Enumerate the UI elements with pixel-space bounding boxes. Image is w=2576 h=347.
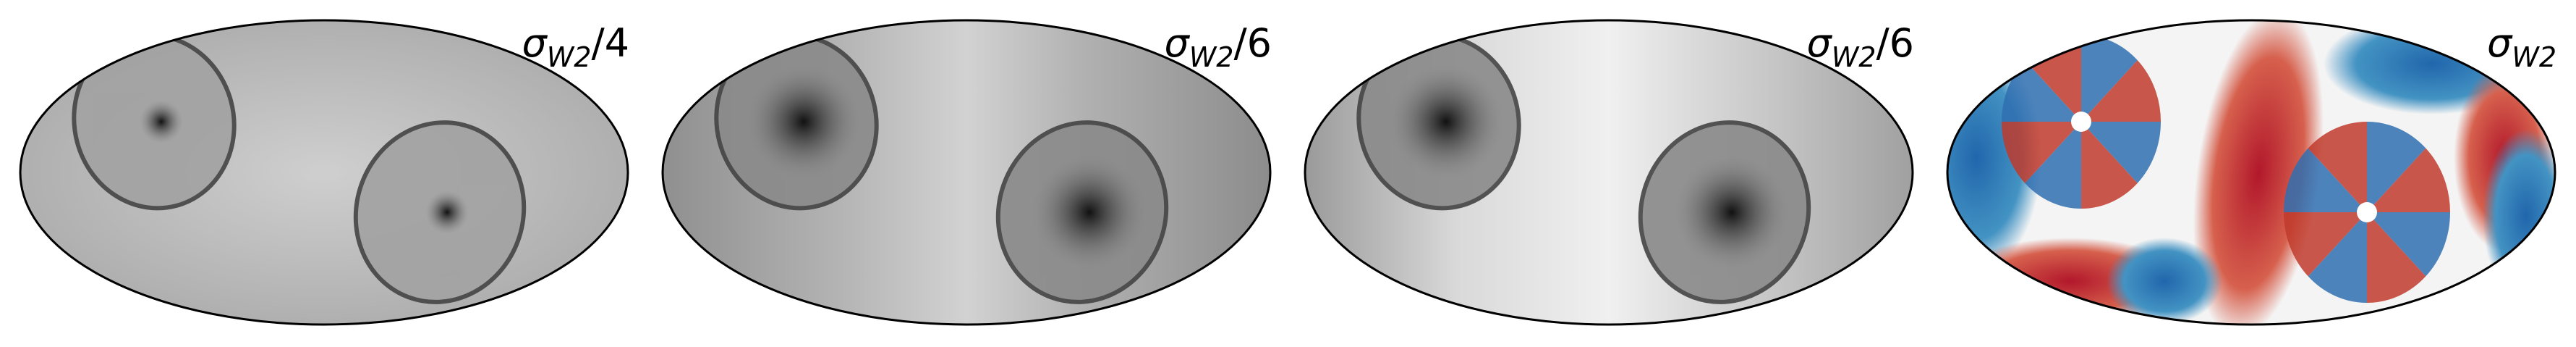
wedge: [2025, 122, 2081, 209]
map-content: [20, 20, 628, 325]
panel-label: σW2/6: [1806, 20, 1914, 73]
lobe-core: [746, 64, 862, 180]
map-outline: [1946, 19, 2556, 326]
sky-map: σW2/4: [19, 19, 629, 326]
sky-map: σW2: [1946, 19, 2556, 326]
wedge: [2081, 35, 2138, 122]
label-subscript: W2: [547, 41, 592, 73]
wedge: [2308, 212, 2367, 303]
map-content: [1947, 20, 2555, 325]
sky-map: σW2/6: [661, 19, 1272, 326]
wedge: [2367, 212, 2426, 303]
map-outline: [661, 19, 1272, 326]
label-subscript: W2: [2512, 41, 2556, 73]
blob: [2107, 238, 2222, 325]
red-band: [2193, 20, 2324, 325]
wedge: [2284, 212, 2367, 277]
wedge: [2367, 122, 2426, 212]
blob: [2483, 129, 2555, 303]
label-subscript: W2: [1189, 41, 1234, 73]
label-suffix: /6: [1233, 20, 1272, 66]
label-subscript: W2: [1832, 41, 1876, 73]
lobe-core: [1674, 154, 1790, 270]
panel-label: σW2: [2487, 20, 2556, 73]
wedge: [2081, 60, 2161, 122]
label-symbol: σ: [522, 20, 548, 66]
lobe-core: [140, 100, 183, 143]
lobe-center: [2357, 202, 2377, 222]
wedge: [2002, 60, 2081, 122]
wedge: [2367, 148, 2450, 212]
label-symbol: σ: [2487, 20, 2513, 66]
lobe-core: [1032, 154, 1147, 270]
wedge: [2367, 212, 2450, 277]
wedge: [2081, 122, 2161, 183]
map-outline: [19, 19, 629, 326]
lobe-core: [425, 191, 469, 234]
label-symbol: σ: [1806, 20, 1832, 66]
panel-label: σW2/4: [522, 20, 629, 73]
panel-label: σW2/6: [1164, 20, 1272, 73]
label-suffix: /4: [591, 20, 629, 66]
map-outline: [1304, 19, 1914, 326]
map-content: [1305, 20, 1913, 325]
sky-map: σW2/6: [1304, 19, 1914, 326]
wedge: [2002, 122, 2081, 183]
lobe-center: [2071, 112, 2091, 132]
wedge: [2308, 122, 2367, 212]
lobe-core: [1388, 64, 1504, 180]
label-symbol: σ: [1164, 20, 1190, 66]
label-suffix: /6: [1876, 20, 1914, 66]
wedge: [2284, 148, 2367, 212]
map-content: [663, 20, 1270, 325]
wedge: [2081, 122, 2138, 209]
